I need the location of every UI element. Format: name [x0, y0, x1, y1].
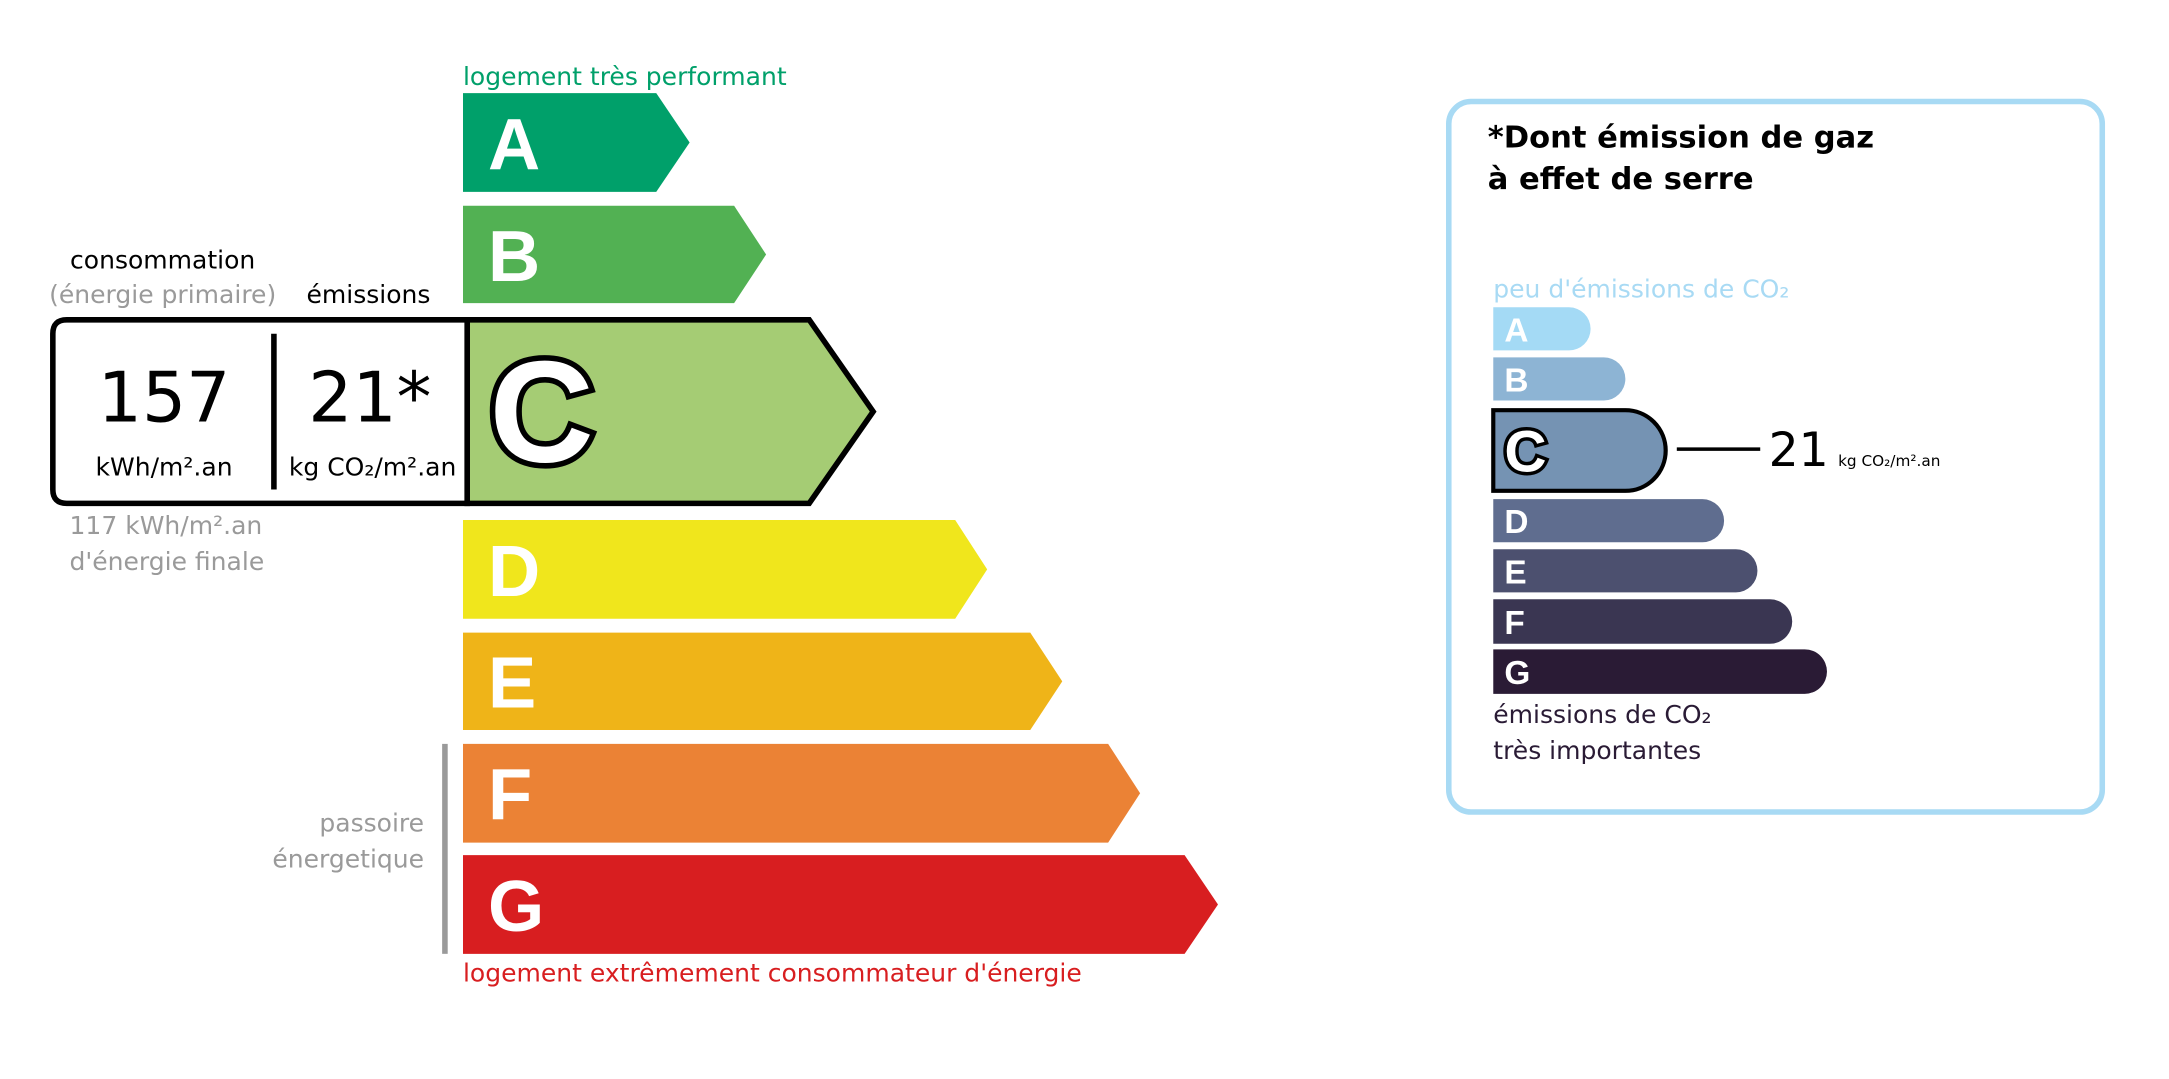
consumption-unit: kWh/m².an: [96, 453, 233, 482]
ges-class-c: C: [1491, 408, 1668, 493]
ges-bottom-label-line1: émissions de CO₂: [1493, 700, 1711, 729]
final-energy-value: 117 kWh/m².an: [70, 511, 263, 540]
ges-bar: [1493, 357, 1626, 401]
energy-class-a: A: [462, 93, 690, 192]
passoire-label-line1: passoire: [319, 808, 424, 837]
energy-bar: [462, 93, 690, 192]
energy-class-b: B: [462, 205, 767, 304]
energy-class-f: F: [462, 743, 1141, 843]
final-energy-label: d'énergie finale: [70, 547, 265, 576]
ges-class-letter: B: [1504, 362, 1528, 399]
energy-bar: [462, 855, 1218, 954]
ges-bar: [1493, 599, 1793, 644]
ges-bar: [1493, 499, 1725, 543]
energy-bar: [462, 520, 988, 619]
ges-class-letter: C: [1504, 419, 1546, 484]
energy-bar: [462, 632, 1063, 730]
ges-bottom-label-line2: très importantes: [1493, 736, 1701, 765]
ges-class-g: G: [1493, 649, 1827, 694]
ges-class-b: B: [1493, 357, 1626, 401]
energy-class-letter: B: [488, 217, 540, 297]
energy-bottom-label: logement extrêmement consommateur d'éner…: [463, 959, 1082, 988]
ges-class-letter: E: [1504, 554, 1526, 591]
energy-top-label: logement très performant: [463, 62, 787, 91]
energy-class-c: C: [464, 317, 877, 507]
ges-bar: [1493, 549, 1758, 593]
consumption-header: consommation: [70, 245, 255, 274]
passoire-label-line2: énergetique: [272, 845, 424, 874]
ges-class-a: A: [1493, 307, 1591, 351]
ges-class-letter: G: [1504, 655, 1530, 692]
consumption-value: 157: [98, 357, 231, 438]
ges-bar: [1491, 408, 1668, 493]
ges-class-letter: D: [1504, 504, 1528, 541]
ges-class-e: E: [1493, 549, 1758, 593]
ges-bar: [1493, 307, 1591, 351]
energy-class-letter: G: [488, 867, 544, 947]
passoire-bracket: [442, 743, 448, 954]
consumption-subheader: (énergie primaire): [49, 280, 276, 309]
energy-class-d: D: [462, 520, 988, 619]
energy-class-letter: F: [488, 756, 532, 836]
ges-class-letter: F: [1504, 605, 1524, 642]
ges-bar: [1493, 649, 1827, 694]
emissions-unit: kg CO₂/m².an: [289, 453, 456, 482]
ges-title-line2: à effet de serre: [1488, 162, 1754, 197]
emissions-value: 21*: [308, 357, 431, 438]
ges-top-label: peu d'émissions de CO₂: [1493, 275, 1789, 304]
energy-class-e: E: [462, 632, 1063, 730]
energy-class-letter: E: [488, 644, 536, 724]
energy-class-letter: D: [488, 532, 540, 612]
energy-class-letter: C: [489, 331, 593, 493]
energy-class-letter: A: [488, 105, 540, 185]
ges-value: 21: [1769, 423, 1829, 478]
energy-bar: [462, 743, 1141, 843]
ges-unit: kg CO₂/m².an: [1838, 452, 1940, 470]
emissions-header: émissions: [306, 280, 430, 309]
ges-class-f: F: [1493, 599, 1793, 644]
ges-title-line1: *Dont émission de gaz: [1488, 120, 1874, 155]
value-box: [50, 317, 470, 507]
energy-bar: [462, 205, 767, 304]
ges-class-letter: A: [1504, 312, 1528, 349]
energy-class-g: G: [462, 855, 1218, 954]
ges-class-d: D: [1493, 499, 1725, 543]
